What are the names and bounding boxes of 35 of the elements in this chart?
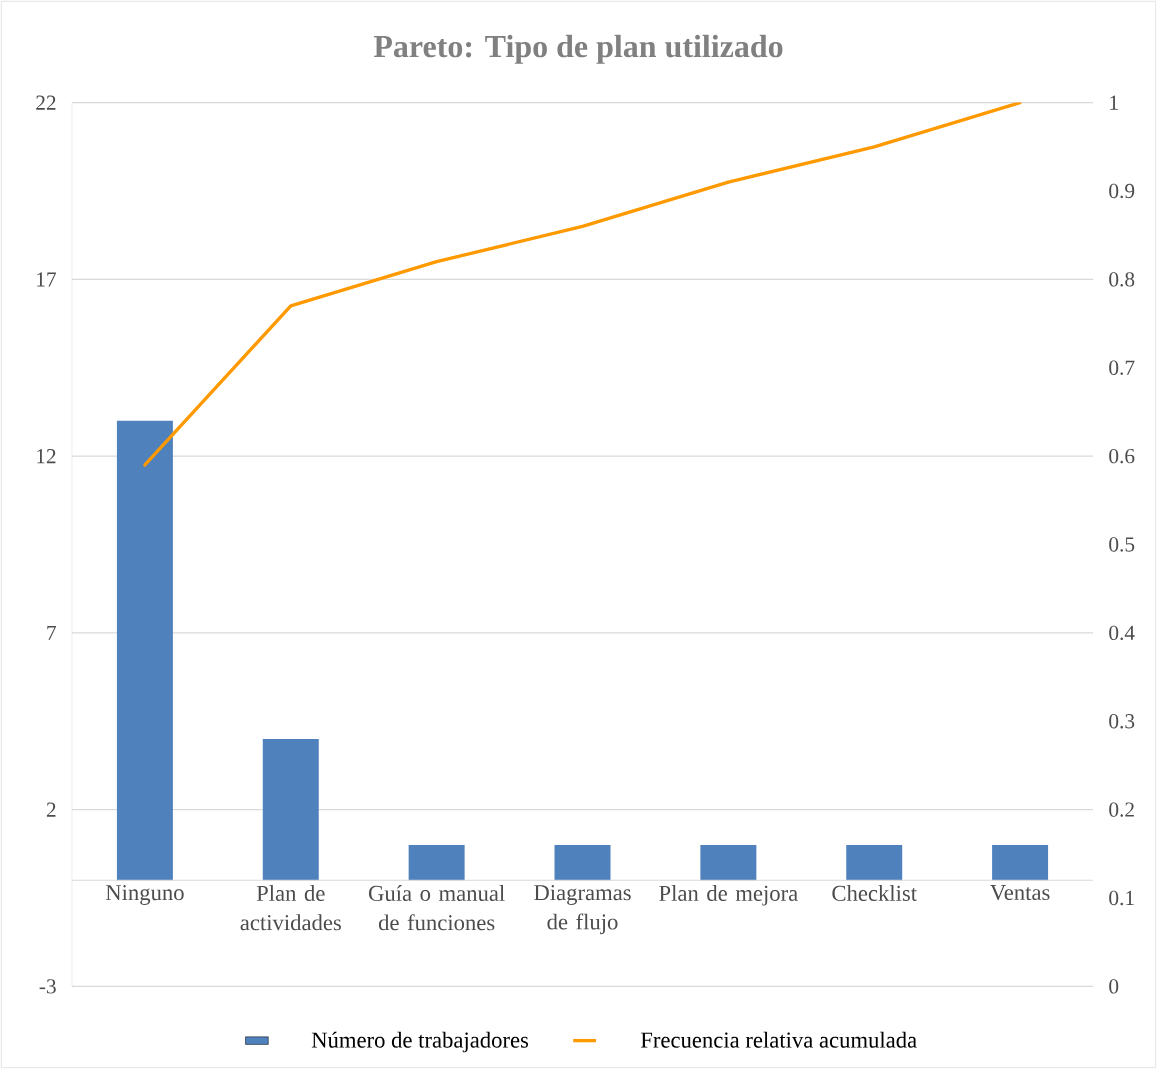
y2-tick-label: 1: [1110, 95, 1118, 110]
line-series: [143, 102, 1022, 467]
bar: [846, 844, 903, 881]
y-tick-label: 2: [46, 802, 56, 817]
y2-tick-label: 0: [1109, 979, 1119, 994]
x-tick-label: Guía o manual de funciones: [368, 885, 505, 931]
y2-tick-label: 0.5: [1109, 537, 1135, 552]
bar: [992, 844, 1049, 881]
y2-tick-label: 0.6: [1109, 448, 1135, 464]
y2-tick-label: 0.2: [1109, 802, 1134, 817]
legend-label: Frecuencia relativa acumulada: [640, 1031, 917, 1048]
y2-tick-label: 0.3: [1109, 714, 1135, 729]
legend-label: Número de trabajadores: [311, 1031, 529, 1053]
bar: [554, 844, 611, 881]
bar: [700, 844, 757, 881]
bar: [262, 738, 319, 881]
y-tick-label: -3: [39, 979, 56, 994]
y2-tick-label: 0.7: [1109, 360, 1135, 375]
x-tick-label: Ninguno: [105, 885, 184, 905]
y-tick-label: 7: [47, 625, 56, 640]
bar: [116, 420, 173, 881]
chart-title: Pareto: Tipo de plan utilizado: [373, 34, 783, 64]
y-tick-label: 22: [36, 95, 56, 110]
y-tick-label: 12: [37, 449, 56, 464]
x-tick-label: Ventas: [990, 885, 1050, 901]
y2-tick-label: 0.4: [1109, 625, 1135, 641]
y2-tick-label: 0.8: [1109, 272, 1135, 287]
y-tick-label: 17: [37, 272, 56, 287]
bar: [408, 844, 465, 881]
x-tick-label: Plan de actividades: [240, 885, 341, 931]
x-tick-label: Checklist: [832, 885, 917, 901]
x-tick-label: Diagramas de flujo: [534, 885, 631, 935]
x-tick-label: Plan de mejora: [659, 885, 798, 906]
y2-tick-label: 0.1: [1109, 890, 1134, 906]
y2-tick-label: 0.9: [1109, 183, 1135, 199]
